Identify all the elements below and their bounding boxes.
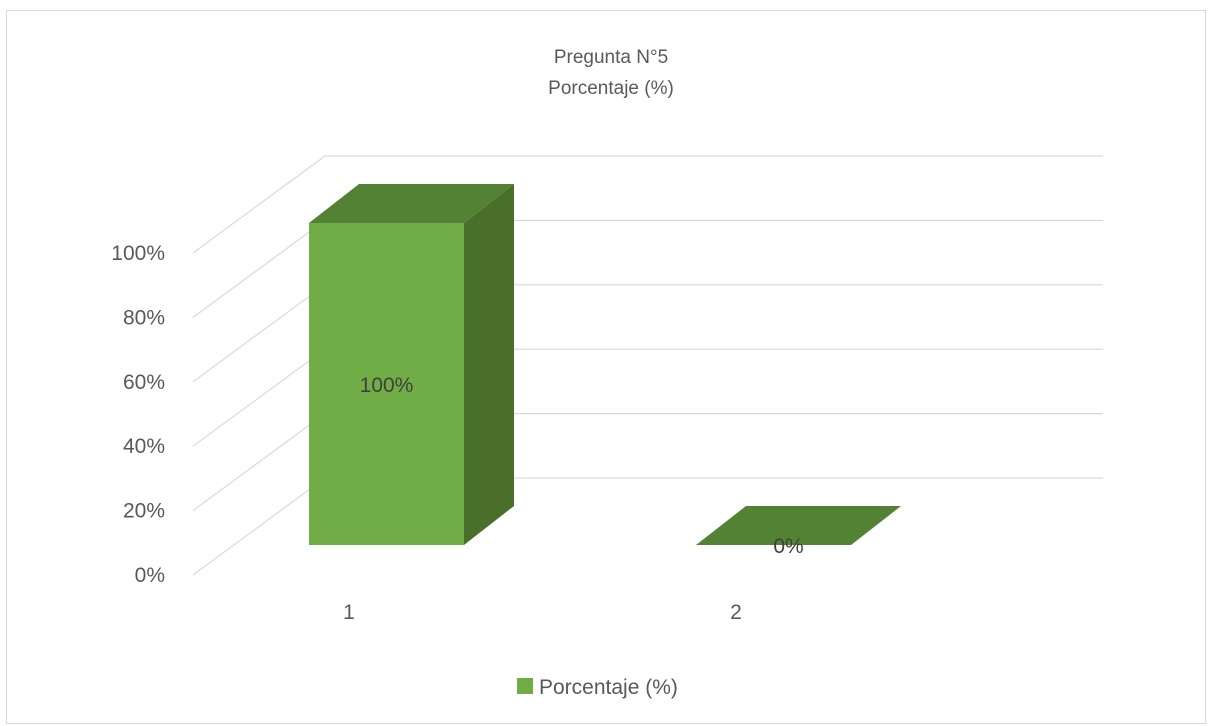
x-category-label: 2 [730, 601, 742, 624]
y-tick-label: 80% [123, 306, 165, 329]
chart-title: Pregunta N°5 [554, 47, 668, 68]
bar-top [696, 506, 901, 545]
y-tick-label: 60% [123, 371, 165, 394]
y-tick-label: 0% [135, 564, 165, 587]
y-axis-tick-labels: 0% 20% 40% 60% 80% 100% [111, 242, 165, 587]
bar-top [309, 184, 514, 223]
legend: Porcentaje (%) [517, 676, 678, 699]
x-category-label: 1 [343, 601, 355, 624]
chart-subtitle: Porcentaje (%) [548, 78, 674, 99]
legend-swatch [517, 678, 533, 694]
gridline [192, 155, 1103, 254]
y-tick-label: 20% [123, 500, 165, 523]
bar-side [464, 184, 514, 545]
y-tick-label: 40% [123, 435, 165, 458]
y-tick-label: 100% [111, 242, 165, 265]
bar-1 [309, 184, 514, 545]
bar-front [309, 223, 464, 545]
bars [309, 184, 901, 545]
legend-label: Porcentaje (%) [539, 676, 678, 699]
bar-2 [696, 506, 901, 545]
data-label: 0% [773, 535, 803, 558]
data-labels: 100% 0% [360, 374, 804, 558]
data-label: 100% [360, 374, 414, 397]
